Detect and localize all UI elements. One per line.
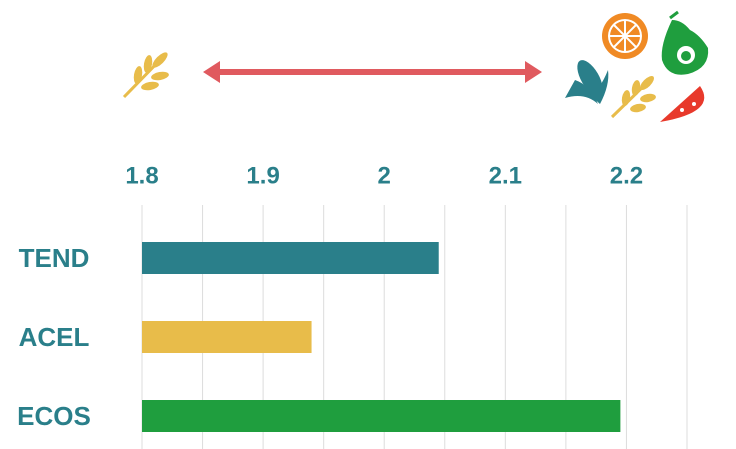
- x-tick-label: 1.8: [125, 162, 158, 189]
- category-label: TEND: [19, 243, 90, 273]
- bar: [142, 400, 621, 432]
- orange-icon: [602, 13, 648, 59]
- x-tick-label: 2.1: [489, 162, 522, 189]
- bar: [142, 321, 312, 353]
- corn-icon: [565, 60, 609, 104]
- watermelon-icon: [660, 86, 705, 122]
- range-arrow: [203, 61, 542, 83]
- wheat-icon: [122, 52, 169, 99]
- x-tick-label: 2.2: [610, 162, 643, 189]
- category-label: ECOS: [17, 401, 91, 431]
- x-tick-label: 2: [378, 162, 391, 189]
- wheat-icon-small: [610, 76, 656, 119]
- x-tick-label: 1.9: [246, 162, 279, 189]
- category-label: ACEL: [19, 322, 90, 352]
- avocado-icon: [661, 10, 709, 75]
- bar: [142, 242, 439, 274]
